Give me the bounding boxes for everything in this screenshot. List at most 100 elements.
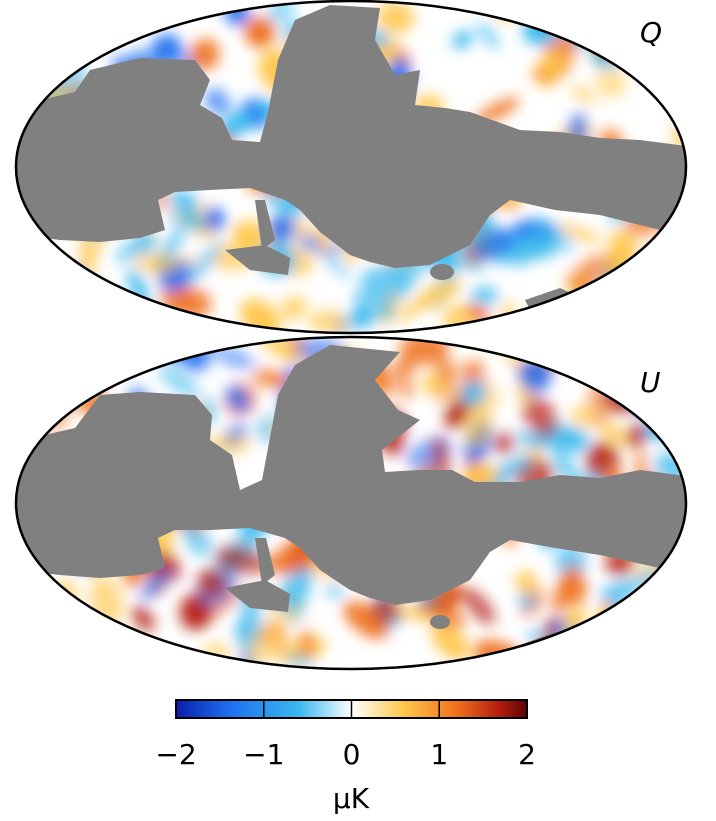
field-blob <box>413 278 462 311</box>
field-blob <box>131 605 155 632</box>
field-blob <box>670 397 686 431</box>
u-map-field <box>16 337 686 669</box>
field-blob <box>72 299 122 333</box>
field-blob <box>565 641 592 669</box>
field-blob <box>16 246 42 285</box>
field-blob <box>391 357 415 381</box>
field-blob <box>632 337 655 354</box>
u-mask-island <box>130 398 195 425</box>
field-blob <box>89 337 120 370</box>
field-blob <box>244 17 276 48</box>
field-blob <box>420 373 446 395</box>
field-blob <box>32 284 74 317</box>
field-blob <box>539 52 567 76</box>
field-blob <box>29 25 63 74</box>
field-blob <box>24 388 49 413</box>
field-blob <box>78 1 97 42</box>
field-blob <box>463 399 492 449</box>
field-blob <box>511 453 533 475</box>
u-mask-island <box>430 615 450 629</box>
field-blob <box>611 299 636 329</box>
field-blob <box>16 35 52 61</box>
field-blob <box>608 634 628 662</box>
field-blob <box>16 418 29 453</box>
field-blob <box>69 343 85 373</box>
field-blob <box>187 240 224 283</box>
field-blob <box>515 570 538 593</box>
colorbar-unit-label: μK <box>333 782 370 815</box>
field-blob <box>106 337 139 366</box>
field-blob <box>34 23 46 43</box>
field-blob <box>267 214 296 243</box>
field-blob <box>168 189 199 210</box>
field-blob <box>35 43 55 58</box>
field-blob <box>16 635 41 650</box>
colorbar-ticks <box>263 700 440 718</box>
field-blob <box>16 278 52 321</box>
q-mask-island <box>225 245 290 275</box>
field-blob <box>158 364 200 399</box>
field-blob <box>594 347 635 368</box>
field-blob <box>16 251 50 282</box>
field-blob <box>516 432 547 448</box>
field-blob <box>474 97 520 125</box>
field-blob <box>648 275 682 308</box>
field-blob <box>542 1 582 22</box>
q-mask-island <box>120 62 195 92</box>
q-map-panel: Q <box>14 0 688 335</box>
q-mask-island <box>430 264 454 280</box>
field-blob <box>635 278 685 310</box>
field-blob <box>16 64 46 91</box>
field-blob <box>660 337 686 362</box>
colorbar-tick-label: 2 <box>518 738 536 771</box>
field-blob <box>226 385 250 413</box>
u-mask-island <box>255 538 275 585</box>
field-blob <box>676 10 686 28</box>
field-blob <box>204 88 231 116</box>
field-blob <box>452 31 474 49</box>
field-blob <box>280 296 307 321</box>
field-blob <box>35 589 60 635</box>
field-blob <box>624 310 663 333</box>
field-blob <box>393 379 417 399</box>
field-blob <box>552 447 577 483</box>
field-blob <box>579 291 607 333</box>
field-blob <box>662 58 686 86</box>
colorbar-tick-labels: −2 −1 0 1 2 <box>155 738 536 771</box>
field-blob <box>245 621 284 668</box>
field-blob <box>638 648 686 661</box>
field-blob <box>16 605 39 622</box>
field-blob <box>600 423 629 447</box>
field-blob <box>196 568 228 599</box>
field-blob <box>644 643 677 666</box>
colorbar-tick-label: −1 <box>243 738 284 771</box>
field-blob <box>23 369 42 391</box>
field-blob <box>16 290 31 314</box>
field-blob <box>44 11 70 32</box>
field-blob <box>41 338 69 357</box>
field-blob <box>555 546 587 577</box>
field-blob <box>261 190 308 215</box>
field-blob <box>616 286 646 309</box>
field-blob <box>522 396 558 438</box>
field-blob <box>580 337 617 356</box>
field-blob <box>559 428 590 453</box>
field-blob <box>140 568 171 601</box>
field-blob <box>552 564 579 615</box>
field-blob <box>570 405 597 429</box>
field-blob <box>543 618 558 634</box>
field-blob <box>518 592 536 611</box>
field-blob <box>645 58 663 79</box>
field-blob <box>67 277 99 308</box>
field-blob <box>665 258 686 287</box>
field-blob <box>252 369 292 389</box>
field-blob <box>599 580 637 602</box>
field-blob <box>444 400 470 429</box>
field-blob <box>35 599 57 614</box>
field-blob <box>16 643 29 661</box>
field-blob <box>326 584 343 599</box>
field-blob <box>492 432 516 455</box>
field-blob <box>557 223 602 244</box>
field-blob <box>589 289 637 306</box>
field-blob <box>60 648 107 669</box>
